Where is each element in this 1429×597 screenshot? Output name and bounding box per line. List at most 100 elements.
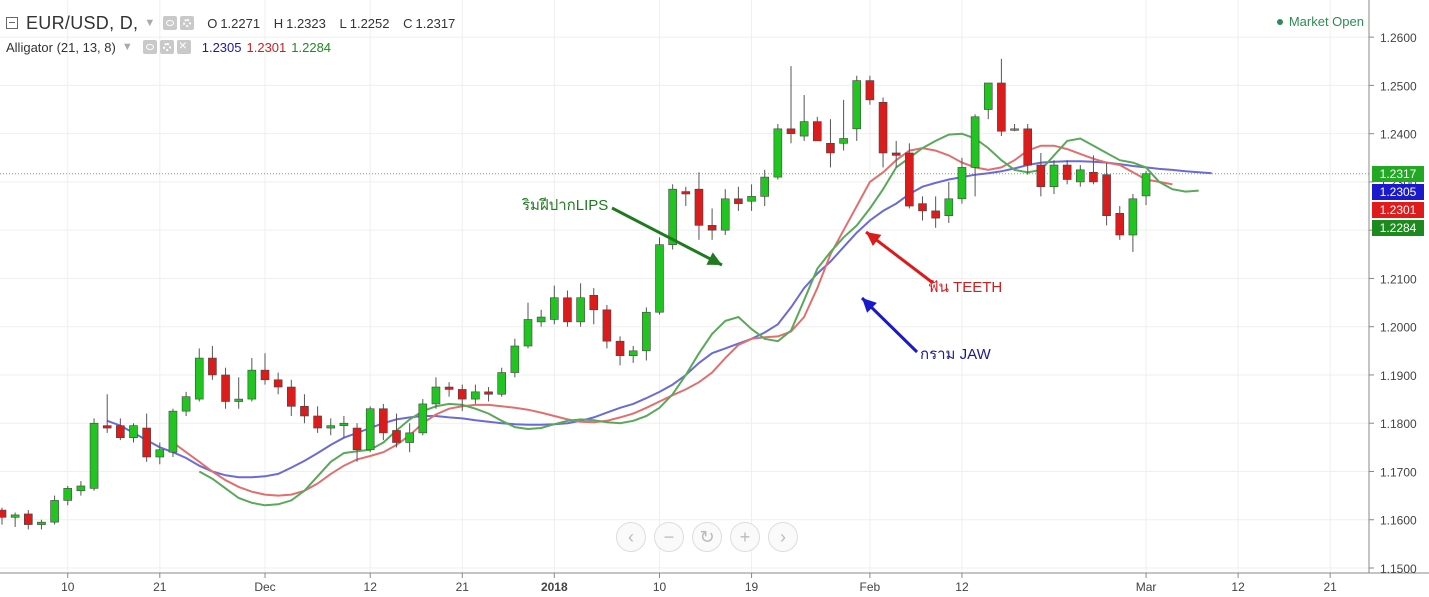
candle [523, 302, 533, 349]
y-tick-label: 1.1500 [1380, 562, 1417, 576]
candle-down [602, 309, 612, 342]
candle [747, 184, 756, 211]
candle [471, 384, 480, 404]
candle-down [379, 408, 388, 434]
scroll-left-button[interactable]: ‹ [616, 522, 646, 552]
time-axis[interactable]: 10 21 Dec 12 21 2018 10 19 Feb 12 Mar 12 21 [61, 573, 1337, 594]
x-tick-label: 12 [955, 580, 969, 594]
candle-down [444, 386, 454, 390]
candle-down [392, 430, 401, 443]
candle-down [142, 427, 151, 458]
candle [116, 418, 125, 441]
candle [313, 406, 322, 433]
candle [1089, 155, 1098, 185]
close-icon[interactable] [176, 37, 191, 54]
reset-button[interactable]: ↻ [692, 522, 722, 552]
candle [852, 75, 862, 141]
candle [23, 510, 33, 530]
candle-down [1115, 212, 1125, 236]
y-tick-label: 1.1600 [1380, 514, 1417, 528]
eye-icon[interactable] [163, 16, 178, 30]
candle [1115, 206, 1125, 240]
price-badge-last: 1.2317 [1372, 165, 1424, 182]
candle-up [365, 408, 375, 451]
collapse-icon[interactable] [6, 17, 18, 29]
candle-down [273, 379, 283, 388]
candle [944, 181, 954, 223]
candle [694, 172, 704, 240]
chevron-down-icon[interactable]: ▼ [121, 41, 133, 53]
zoom-in-button[interactable]: + [730, 522, 760, 552]
candle [681, 186, 691, 207]
candle-down [918, 203, 927, 212]
candle [878, 97, 888, 168]
candle [405, 423, 414, 453]
ohlc-values: O 1.2271 H 1.2323 L 1.2252 C 1.2317 [207, 16, 465, 31]
candle [129, 423, 138, 443]
low-value: 1.2252 [349, 15, 390, 31]
candle-up [983, 82, 993, 110]
annotation-lips: ริมฝีปากLIPS [522, 197, 609, 214]
x-tick-label: Dec [254, 580, 275, 594]
candle-down [878, 101, 888, 154]
candle-up [89, 422, 99, 489]
candle-up [76, 485, 86, 492]
candle [773, 124, 783, 180]
candle [983, 82, 993, 120]
candle [720, 189, 730, 236]
candle-up [339, 422, 349, 426]
eye-icon[interactable] [142, 40, 157, 54]
zoom-out-button[interactable]: − [654, 522, 684, 552]
gear-icon[interactable] [159, 40, 174, 54]
candle [142, 413, 151, 462]
candle [536, 309, 546, 327]
symbol-title[interactable]: EUR/USD, D, [26, 12, 139, 33]
candle [549, 285, 559, 325]
candle-down [734, 198, 743, 204]
y-tick-label: 1.1900 [1380, 369, 1417, 383]
arrow-teeth [865, 230, 934, 285]
candle-down [260, 369, 270, 381]
candle [379, 403, 388, 441]
candle-down [681, 191, 691, 195]
candle [1010, 124, 1019, 132]
candle-up [194, 357, 204, 400]
price-axis[interactable]: 1.1500 1.1600 1.1700 1.1800 1.1900 1.2000 1.21… [1369, 31, 1417, 576]
candle-up [168, 410, 178, 453]
candle-up [50, 500, 59, 523]
candle-up [852, 80, 862, 130]
scroll-right-button[interactable]: › [768, 522, 798, 552]
gear-icon[interactable] [180, 16, 195, 30]
candle [1128, 193, 1138, 252]
x-tick-label: 19 [745, 580, 759, 594]
candle-down [826, 143, 835, 154]
candle [576, 283, 585, 327]
candle-down [1036, 164, 1046, 188]
candle-down [931, 210, 940, 219]
indicator-name[interactable]: Alligator (21, 13, 8) [6, 39, 116, 55]
candle [786, 66, 796, 144]
arrow-lips [611, 206, 723, 267]
candle-up [234, 398, 243, 402]
candle-down [865, 80, 875, 101]
candle [418, 399, 428, 436]
candle [50, 495, 59, 525]
candle [484, 387, 493, 402]
arrow-head-icon [706, 252, 722, 265]
candle-down [221, 374, 230, 402]
chevron-down-icon[interactable]: ▼ [144, 17, 156, 29]
price-badge-jaw: 1.2305 [1372, 183, 1424, 200]
candle-down [313, 415, 322, 429]
candle-down [300, 406, 309, 417]
zoom-controls: ‹ − ↻ + › [616, 522, 798, 552]
candle-up [10, 514, 20, 518]
candle-up [799, 121, 809, 137]
candle [799, 95, 809, 141]
candle-down [352, 427, 362, 451]
candle-down [694, 188, 704, 226]
close-label: C [403, 15, 413, 31]
jaw-value: 1.2305 [201, 39, 242, 55]
arrow-head-icon [866, 232, 882, 247]
